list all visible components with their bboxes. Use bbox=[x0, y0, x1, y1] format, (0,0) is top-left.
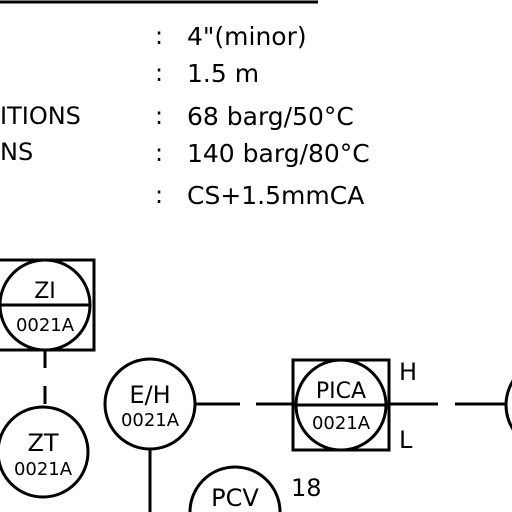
instrument-number: 0021A bbox=[14, 459, 73, 480]
instrument-number: 0021A bbox=[16, 315, 75, 336]
spec-colon: : bbox=[155, 102, 163, 130]
instrument-bubble bbox=[188, 465, 282, 512]
spec-label-design: NS bbox=[0, 138, 33, 166]
spec-value-design: 140 barg/80°C bbox=[187, 139, 370, 168]
instrument-number: 0021A bbox=[312, 413, 371, 434]
instrument-zi[interactable]: ZI 0021A bbox=[0, 258, 96, 352]
spec-colon: : bbox=[155, 59, 163, 87]
instrument-number: 0021A bbox=[121, 410, 180, 431]
instrument-zt[interactable]: ZT 0021A bbox=[0, 405, 90, 499]
instrument-function: E/H bbox=[129, 381, 170, 409]
spec-value-length: 1.5 m bbox=[187, 59, 259, 88]
instrument-pcv[interactable]: PCV 18 bbox=[188, 465, 322, 512]
pcv-note: 18 bbox=[291, 474, 322, 502]
spec-block: : 4"(minor) : 1.5 m ITIONS : 68 barg/50°… bbox=[0, 22, 370, 210]
alarm-high-label: H bbox=[399, 358, 417, 386]
instrument-function: PICA bbox=[316, 379, 366, 404]
spec-colon: : bbox=[155, 181, 163, 209]
alarm-low-label: L bbox=[399, 426, 413, 454]
instrument-eh[interactable]: E/H 0021A bbox=[103, 357, 197, 451]
instrument-bubble-partial bbox=[504, 379, 512, 431]
instrument-function: PCV bbox=[211, 484, 259, 512]
spec-value-size: 4"(minor) bbox=[187, 22, 307, 51]
spec-value-operating: 68 barg/50°C bbox=[187, 102, 354, 131]
spec-label-operating: ITIONS bbox=[0, 102, 81, 130]
spec-colon: : bbox=[155, 22, 163, 50]
instrument-bubble bbox=[0, 405, 90, 499]
instrument-pica[interactable]: PICA 0021A H L bbox=[291, 358, 417, 454]
spec-value-material: CS+1.5mmCA bbox=[187, 181, 364, 210]
instrument-function: ZT bbox=[27, 429, 58, 457]
instrument-function: ZI bbox=[34, 279, 56, 304]
spec-colon: : bbox=[155, 139, 163, 167]
